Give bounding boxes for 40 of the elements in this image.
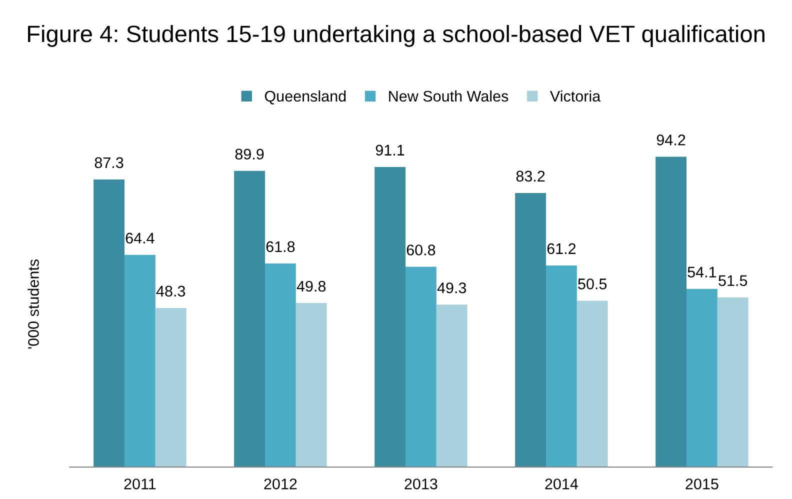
legend-label: Queensland: [264, 90, 346, 104]
bar: [234, 170, 265, 468]
data-label: 49.8: [296, 280, 326, 292]
chart-title: Figure 4: Students 15-19 undertaking a school-based VET qualification: [28, 24, 764, 47]
data-label: 60.8: [406, 244, 436, 256]
bar: [264, 263, 296, 468]
legend-label: Victoria: [550, 90, 601, 102]
data-label: 64.4: [126, 232, 154, 244]
bar: [94, 179, 124, 468]
x-tick-label: 2011: [124, 478, 156, 490]
bar: [717, 297, 748, 468]
bar: [576, 300, 608, 468]
data-label: 87.3: [94, 157, 124, 168]
data-label: 94.2: [656, 134, 686, 146]
data-label: 54.1: [688, 266, 716, 278]
bar: [405, 266, 436, 468]
data-label: 83.2: [516, 170, 545, 182]
data-label: 89.9: [235, 148, 264, 160]
data-label: 61.2: [547, 243, 576, 254]
x-tick-label: 2014: [545, 478, 578, 490]
bar: [436, 304, 468, 468]
bar: [296, 303, 327, 468]
bar: [155, 308, 186, 468]
bar: [686, 288, 718, 468]
bar: [546, 265, 577, 468]
bar: [656, 156, 686, 468]
data-label: 61.8: [266, 241, 295, 252]
y-axis-title: '000 students: [28, 259, 39, 349]
data-label: 50.5: [578, 278, 607, 290]
x-tick-label: 2013: [404, 478, 438, 490]
data-label: 49.3: [437, 282, 466, 294]
bar: [515, 192, 546, 468]
data-label: 91.1: [376, 144, 404, 156]
bar: [124, 254, 156, 468]
data-label: 51.5: [718, 275, 748, 286]
x-tick-label: 2015: [686, 478, 718, 490]
bar: [374, 166, 406, 468]
data-label: 48.3: [156, 286, 186, 297]
legend-label: New South Wales: [389, 90, 508, 102]
x-tick-label: 2012: [264, 478, 297, 490]
